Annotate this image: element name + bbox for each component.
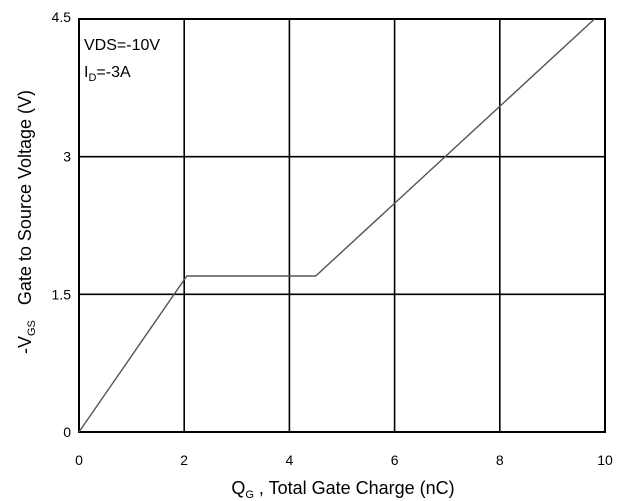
annotation-vds: VDS=-10V xyxy=(84,37,160,54)
x-tick-label: 6 xyxy=(391,452,399,468)
x-tick-label: 4 xyxy=(286,452,294,468)
annotation-id-subscript: D xyxy=(88,72,96,84)
x-axis-label-subscript: G xyxy=(245,489,254,501)
series-layer xyxy=(78,18,595,433)
x-axis-label-text: , Total Gate Charge (nC) xyxy=(254,478,455,498)
x-tick-label: 0 xyxy=(75,452,83,468)
y-axis-label-subscript: GS xyxy=(26,320,38,336)
x-tick-label: 2 xyxy=(180,452,188,468)
annotation-id-symbol: I xyxy=(84,64,88,81)
y-tick-label: 3 xyxy=(63,149,71,165)
y-tick-label: 4.5 xyxy=(52,9,72,25)
y-axis-label-symbol: -V xyxy=(15,336,35,354)
x-axis-label-symbol: Q xyxy=(231,478,245,498)
x-axis-label: QG , Total Gate Charge (nC) xyxy=(231,478,454,501)
annotation-id-value: =-3A xyxy=(96,64,131,81)
tick-labels: 0 2 4 6 8 10 0 1.5 3 4.5 xyxy=(52,9,613,468)
y-tick-label: 1.5 xyxy=(52,286,72,302)
y-tick-label: 0 xyxy=(63,424,71,440)
y-axis-label-text: Gate to Source Voltage (V) xyxy=(15,90,35,320)
grid-layer xyxy=(79,19,605,432)
x-tick-label: 10 xyxy=(597,452,613,468)
series-line-0 xyxy=(78,18,595,433)
y-axis-label: -VGS Gate to Source Voltage (V) xyxy=(15,90,38,354)
x-tick-label: 8 xyxy=(496,452,504,468)
annotation-box: VDS=-10V ID=-3A xyxy=(84,37,160,84)
annotation-id: ID=-3A xyxy=(84,64,131,84)
plot-frame xyxy=(78,18,606,433)
